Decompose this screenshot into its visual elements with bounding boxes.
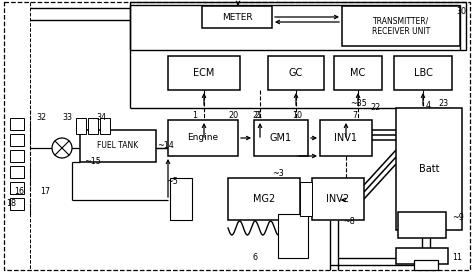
Text: INV1: INV1 <box>335 133 357 143</box>
Bar <box>10 118 24 130</box>
Bar <box>342 6 460 46</box>
Text: 18: 18 <box>6 199 16 209</box>
Bar <box>268 56 324 90</box>
Text: 22: 22 <box>370 104 380 113</box>
Text: 16: 16 <box>14 187 24 196</box>
Bar <box>396 248 448 264</box>
Bar <box>414 260 438 270</box>
Text: MC: MC <box>350 68 365 78</box>
Bar <box>312 178 364 220</box>
Bar <box>228 178 300 220</box>
Bar <box>10 198 24 210</box>
Text: ~8: ~8 <box>343 218 355 227</box>
Text: 30: 30 <box>456 7 466 16</box>
Circle shape <box>52 138 72 158</box>
Text: LBC: LBC <box>413 68 432 78</box>
Text: 11: 11 <box>452 253 462 262</box>
Text: 1: 1 <box>192 110 197 119</box>
Text: ~3: ~3 <box>272 169 284 178</box>
Text: GC: GC <box>289 68 303 78</box>
Bar <box>202 6 272 28</box>
Bar <box>76 118 86 134</box>
Text: TRANSMITTER/
RECEIVER UNIT: TRANSMITTER/ RECEIVER UNIT <box>372 16 430 36</box>
Text: FUEL TANK: FUEL TANK <box>97 141 138 150</box>
Text: ~35: ~35 <box>350 98 367 107</box>
Text: 17: 17 <box>40 187 50 196</box>
Bar <box>394 56 452 90</box>
Bar <box>398 212 446 238</box>
Text: 21: 21 <box>252 110 262 119</box>
Bar <box>300 182 312 216</box>
Bar <box>334 56 382 90</box>
Text: 6: 6 <box>253 253 258 261</box>
Text: ~9: ~9 <box>452 213 464 222</box>
Text: 34: 34 <box>96 113 106 122</box>
Text: 4: 4 <box>426 101 431 110</box>
Text: 2: 2 <box>254 110 259 119</box>
Bar <box>10 182 24 194</box>
Bar <box>254 120 308 156</box>
Text: 33: 33 <box>62 113 72 122</box>
Text: 20: 20 <box>228 110 238 119</box>
Text: 32: 32 <box>36 113 46 122</box>
Bar <box>396 108 462 230</box>
Text: MG2: MG2 <box>253 194 275 204</box>
Text: 23: 23 <box>438 98 448 107</box>
Bar <box>100 118 110 134</box>
Bar <box>168 120 238 156</box>
Text: METER: METER <box>222 13 252 21</box>
Text: Engine: Engine <box>187 133 219 142</box>
Bar <box>320 120 372 156</box>
Text: 7: 7 <box>352 110 357 119</box>
Bar <box>170 178 192 220</box>
Bar <box>10 134 24 146</box>
Text: 10: 10 <box>292 110 302 119</box>
Text: ~5: ~5 <box>166 178 178 187</box>
Text: ~15: ~15 <box>84 158 101 167</box>
Bar <box>10 166 24 178</box>
Text: GM1: GM1 <box>270 133 292 143</box>
Bar <box>278 214 308 258</box>
Text: ECM: ECM <box>193 68 215 78</box>
Bar <box>88 118 98 134</box>
Bar <box>130 2 466 50</box>
Text: Batt: Batt <box>419 164 439 174</box>
Text: ~14: ~14 <box>157 141 174 150</box>
Bar <box>168 56 240 90</box>
Text: INV2: INV2 <box>327 194 349 204</box>
Bar <box>10 150 24 162</box>
Bar <box>80 130 156 162</box>
